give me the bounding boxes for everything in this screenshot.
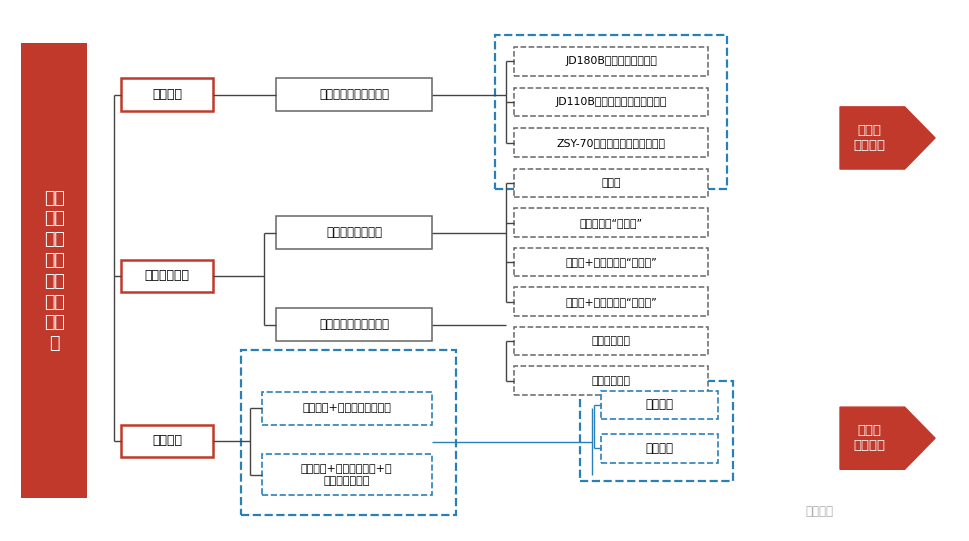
- Text: 水泥净浆: 水泥净浆: [645, 398, 672, 412]
- FancyBboxPatch shape: [276, 216, 431, 249]
- Text: 先封口后注浆: 先封口后注浆: [591, 336, 630, 346]
- FancyBboxPatch shape: [276, 308, 431, 341]
- Text: 油麻丝: 油麻丝: [601, 178, 620, 188]
- Text: 地连墙上孔洞封堵: 地连墙上孔洞封堵: [326, 226, 382, 239]
- FancyBboxPatch shape: [514, 287, 707, 316]
- Text: 全长
在承
压水
头以
下的
预应
力锚
杆: 全长 在承 压水 头以 下的 预应 力锚 杆: [44, 189, 65, 352]
- Polygon shape: [839, 107, 934, 169]
- Text: 双套管清水循环钻进法: 双套管清水循环钻进法: [319, 88, 389, 101]
- Text: ZSY-70全液压履带式多功能钻机: ZSY-70全液压履带式多功能钻机: [556, 137, 665, 148]
- FancyBboxPatch shape: [601, 434, 717, 463]
- Text: 孔口封堵工艺: 孔口封堵工艺: [144, 269, 190, 282]
- FancyBboxPatch shape: [121, 425, 213, 457]
- Text: JD180B履带式多功能钻机: JD180B履带式多功能钻机: [565, 56, 656, 67]
- FancyBboxPatch shape: [514, 47, 707, 76]
- FancyBboxPatch shape: [276, 78, 431, 111]
- FancyBboxPatch shape: [121, 260, 213, 292]
- Text: 干海带+速凝堵漏型“水不漏”: 干海带+速凝堵漏型“水不漏”: [565, 296, 656, 307]
- FancyBboxPatch shape: [514, 366, 707, 395]
- Text: 一次注浆+二次微压注浆+三
次高压劈裂注浆: 一次注浆+二次微压注浆+三 次高压劈裂注浆: [300, 464, 392, 485]
- FancyBboxPatch shape: [514, 208, 707, 237]
- FancyBboxPatch shape: [514, 128, 707, 157]
- Text: 一次注浆+二次高压劈裂注浆: 一次注浆+二次高压劈裂注浆: [302, 404, 391, 413]
- Text: 注浆方法: 注浆方法: [152, 434, 182, 447]
- Text: 油麻丝+速凝堵漏型“水不漏”: 油麻丝+速凝堵漏型“水不漏”: [565, 257, 656, 267]
- FancyBboxPatch shape: [514, 169, 707, 197]
- FancyBboxPatch shape: [514, 248, 707, 276]
- FancyBboxPatch shape: [601, 391, 717, 419]
- Text: 第二层
备选方案: 第二层 备选方案: [852, 424, 884, 452]
- FancyBboxPatch shape: [262, 454, 431, 495]
- Text: 速凝堵漏型“水不漏”: 速凝堵漏型“水不漏”: [578, 217, 642, 228]
- Text: 地连墙后土方塌陷封堵: 地连墙后土方塌陷封堵: [319, 318, 389, 331]
- FancyBboxPatch shape: [514, 327, 707, 355]
- Text: 成孔方法: 成孔方法: [152, 88, 182, 101]
- Text: 豆丁施工: 豆丁施工: [805, 505, 832, 518]
- FancyBboxPatch shape: [262, 392, 431, 425]
- FancyBboxPatch shape: [21, 43, 87, 498]
- Polygon shape: [839, 407, 934, 469]
- FancyBboxPatch shape: [121, 78, 213, 111]
- FancyBboxPatch shape: [514, 88, 707, 116]
- Text: 水泥砂浆: 水泥砂浆: [645, 441, 672, 455]
- Text: 先注浆后封口: 先注浆后封口: [591, 375, 630, 386]
- Text: JD110B全液压履带式多功能钻机: JD110B全液压履带式多功能钻机: [555, 97, 666, 107]
- Text: 第一层
备选方案: 第一层 备选方案: [852, 124, 884, 152]
